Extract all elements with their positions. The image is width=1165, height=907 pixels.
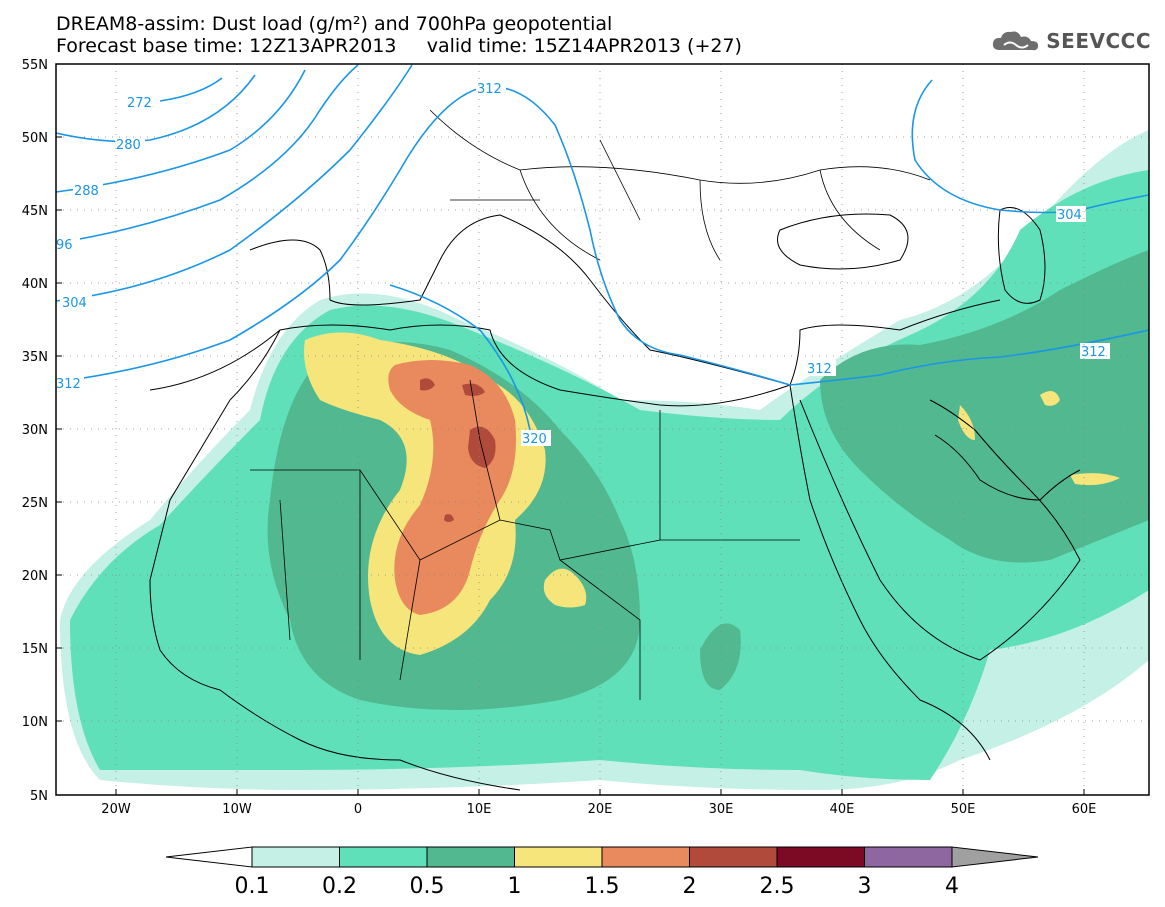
contour-label-312-east: 312 — [1081, 345, 1106, 360]
colorbar-segment — [864, 846, 953, 868]
coastline-europe — [249, 214, 1001, 386]
lat-label-50n: 50N — [22, 131, 48, 146]
contour-label-296: 96 — [56, 238, 73, 253]
colorbar-segment — [514, 846, 603, 868]
contour-288 — [56, 69, 306, 193]
lat-label-10n: 10N — [22, 715, 48, 730]
contour-280 — [56, 74, 256, 143]
lon-label-40e: 40E — [830, 802, 855, 817]
seevccc-logo: SEEVCCC — [990, 28, 1151, 54]
contour-label-312-north: 312 — [477, 82, 502, 97]
dust-band-1-chad — [543, 568, 587, 608]
contour-label-312-levant: 312 — [807, 362, 832, 377]
lon-label-30e: 30E — [709, 802, 734, 817]
lon-label-20w: 20W — [101, 802, 131, 817]
colorbar-tick-0.2: 0.2 — [322, 874, 357, 899]
colorbar-tick-2: 2 — [683, 874, 697, 899]
colorbar-segment — [689, 846, 778, 868]
contour-label-272: 272 — [127, 96, 152, 111]
colorbar-over-triangle — [951, 846, 1039, 868]
colorbar-segment — [776, 846, 865, 868]
contour-label-304-east: 304 — [1057, 208, 1082, 223]
graticule — [56, 64, 1149, 795]
colorbar-tick-labels: 0.1 0.2 0.5 1 1.5 2 2.5 3 4 — [235, 874, 960, 899]
lat-label-20n: 20N — [22, 569, 48, 584]
colorbar-segments — [251, 846, 953, 868]
contour-labels: 272 280 288 96 304 312 312 320 312 312 3… — [56, 80, 1110, 447]
contour-320 — [389, 284, 531, 431]
lat-label-25n: 25N — [22, 496, 48, 511]
coastline-black-sea — [777, 213, 909, 270]
lat-label-55n: 55N — [22, 58, 48, 73]
logo-text: SEEVCCC — [1046, 29, 1151, 53]
dust-band-2 — [420, 378, 496, 522]
contour-312 — [56, 86, 1149, 386]
dust-band-0.5-africa — [700, 623, 741, 690]
colorbar-tick-3: 3 — [858, 874, 872, 899]
lon-label-50e: 50E — [951, 802, 976, 817]
lat-label-15n: 15N — [22, 642, 48, 657]
lon-label-20e: 20E — [588, 802, 613, 817]
contour-label-280: 280 — [116, 138, 141, 153]
colorbar-under-triangle — [165, 846, 253, 868]
colorbar-tick-0.1: 0.1 — [235, 874, 270, 899]
contour-296 — [56, 64, 359, 244]
coastline-caspian — [997, 207, 1046, 304]
coastlines — [149, 109, 1081, 791]
map-title: DREAM8-assim: Dust load (g/m²) and 700hP… — [56, 13, 613, 35]
colorbar-segment — [426, 846, 515, 868]
dust-field — [60, 130, 1149, 790]
coastline-arabia — [799, 399, 1081, 661]
colorbar-segment — [339, 846, 428, 868]
coastline-red-sea — [789, 384, 991, 761]
lat-label-40n: 40N — [22, 277, 48, 292]
lon-label-60e: 60E — [1072, 802, 1097, 817]
longitude-labels: 20W 10W 0 10E 20E 30E 40E 50E 60E — [101, 802, 1096, 817]
lat-label-45n: 45N — [22, 204, 48, 219]
forecast-time-subtitle: Forecast base time: 12Z13APR2013 valid t… — [56, 35, 742, 57]
dust-band-0.5-east — [820, 250, 1149, 563]
dust-band-1.5 — [388, 360, 516, 615]
contour-label-320: 320 — [522, 432, 547, 447]
lat-label-35n: 35N — [22, 350, 48, 365]
colorbar-tick-1: 1 — [508, 874, 522, 899]
colorbar-segment — [601, 846, 690, 868]
colorbar-segment — [251, 846, 340, 868]
lat-label-5n: 5N — [30, 789, 48, 804]
lon-label-10w: 10W — [222, 802, 252, 817]
lon-label-0: 0 — [354, 802, 362, 817]
cloud-icon — [993, 31, 1039, 51]
coastline-west-africa — [149, 329, 521, 791]
colorbar-tick-0.5: 0.5 — [410, 874, 445, 899]
colorbar: 0.1 0.2 0.5 1 1.5 2 2.5 3 4 — [165, 846, 1039, 899]
contour-label-304: 304 — [62, 296, 87, 311]
geopotential-contours — [56, 64, 1149, 431]
borders-africa — [250, 379, 800, 700]
axis-ticks — [56, 63, 1085, 795]
contour-304 — [56, 64, 413, 302]
borders-europe — [429, 109, 931, 261]
contour-label-288: 288 — [74, 184, 99, 199]
latitude-labels: 55N 50N 45N 40N 35N 30N 25N 20N 15N 10N … — [22, 58, 48, 804]
dust-band-1-east — [958, 391, 1120, 486]
colorbar-tick-4: 4 — [945, 874, 959, 899]
coastline-gulf — [934, 434, 1081, 501]
lat-label-30n: 30N — [22, 423, 48, 438]
coastline-north-africa — [149, 324, 791, 407]
lon-label-10e: 10E — [467, 802, 492, 817]
contour-label-312-west: 312 — [56, 377, 81, 392]
contour-304-east — [911, 79, 1149, 214]
colorbar-tick-1.5: 1.5 — [585, 874, 620, 899]
contour-272 — [159, 77, 223, 102]
colorbar-tick-2.5: 2.5 — [760, 874, 795, 899]
